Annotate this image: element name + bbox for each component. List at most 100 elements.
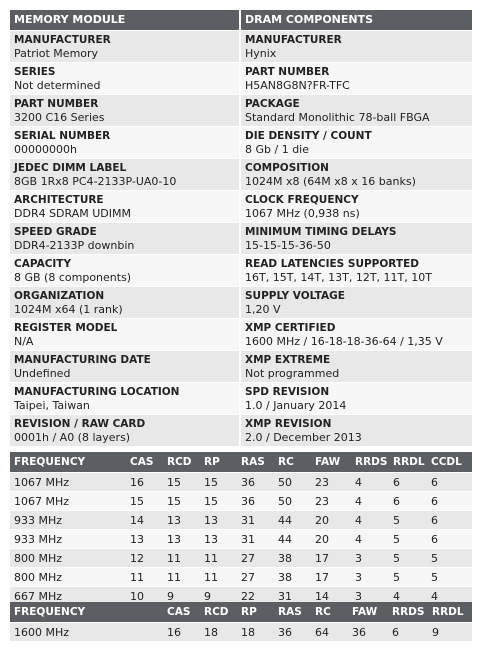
jedec-cell: 6 (427, 510, 472, 530)
jedec-column-header: CCDL (427, 452, 472, 473)
jedec-row: 667 MHz 10 9 9 22 31 14 3 4 4 (10, 586, 472, 605)
xmp-column-header: RP (237, 602, 274, 623)
jedec-row: 1067 MHz 15 15 15 36 50 23 4 6 6 (10, 491, 472, 511)
jedec-cell: 44 (274, 510, 311, 530)
jedec-cell: 5 (389, 529, 427, 549)
xmp-cell: 36 (274, 622, 311, 641)
module-field-label: MANUFACTURING DATE (14, 354, 151, 366)
info-row: PART NUMBER 3200 C16 Series PACKAGE Standar… (10, 94, 472, 126)
dram-components-header: DRAM COMPONENTS (241, 10, 472, 30)
jedec-cell: 3 (351, 567, 389, 587)
dram-cell: SPD REVISION 1.0 / January 2014 (241, 382, 472, 414)
info-row: ARCHITECTURE DDR4 SDRAM UDIMM CLOCK FREQUE… (10, 190, 472, 222)
jedec-cell: 5 (389, 548, 427, 568)
jedec-column-header: FREQUENCY (10, 452, 126, 473)
jedec-cell: 38 (274, 548, 311, 568)
dram-field-value: 1067 MHz (0,938 ns) (245, 207, 360, 220)
xmp-cell: 6 (388, 622, 428, 641)
dram-cell: XMP CERTIFIED 1600 MHz / 16-18-18-36-64 /… (241, 318, 472, 350)
dram-cell: SUPPLY VOLTAGE 1,20 V (241, 286, 472, 318)
dram-cell: DIE DENSITY / COUNT 8 Gb / 1 die (241, 126, 472, 158)
jedec-cell: 4 (427, 586, 472, 605)
jedec-cell: 4 (351, 491, 389, 511)
jedec-cell: 12 (126, 548, 163, 568)
jedec-cell: 5 (427, 548, 472, 568)
module-field-label: MANUFACTURING LOCATION (14, 386, 180, 398)
jedec-cell: 4 (351, 472, 389, 492)
module-cell: CAPACITY 8 GB (8 components) (10, 254, 239, 286)
module-cell: JEDEC DIMM LABEL 8GB 1Rx8 PC4-2133P-UA0-1… (10, 158, 239, 190)
jedec-column-header: CAS (126, 452, 163, 473)
module-field-label: REGISTER MODEL (14, 322, 118, 334)
jedec-cell: 11 (163, 567, 200, 587)
jedec-cell: 800 MHz (10, 548, 126, 568)
module-field-value: 3200 C16 Series (14, 111, 105, 124)
xmp-cell: 1600 MHz (10, 622, 163, 641)
info-row: MANUFACTURING DATE Undefined XMP EXTREME No… (10, 350, 472, 382)
info-row: SERIES Not determined PART NUMBER H5AN8G8N?… (10, 62, 472, 94)
dram-field-label: MINIMUM TIMING DELAYS (245, 226, 397, 238)
dram-cell: COMPOSITION 1024M x8 (64M x8 x 16 banks) (241, 158, 472, 190)
jedec-cell: 20 (311, 510, 351, 530)
info-header-row: MEMORY MODULE DRAM COMPONENTS (10, 10, 472, 30)
module-field-value: 1024M x64 (1 rank) (14, 303, 123, 316)
jedec-cell: 15 (126, 491, 163, 511)
jedec-cell: 6 (389, 491, 427, 511)
jedec-cell: 15 (163, 472, 200, 492)
xmp-column-header: FREQUENCY (10, 602, 163, 623)
jedec-row: 800 MHz 11 11 11 27 38 17 3 5 5 (10, 567, 472, 587)
dram-cell: XMP REVISION 2.0 / December 2013 (241, 414, 472, 446)
info-row: MANUFACTURER Patriot Memory MANUFACTURER Hy… (10, 30, 472, 62)
dram-field-value: 16T, 15T, 14T, 13T, 12T, 11T, 10T (245, 271, 432, 284)
dram-field-label: XMP REVISION (245, 418, 332, 430)
dram-cell: CLOCK FREQUENCY 1067 MHz (0,938 ns) (241, 190, 472, 222)
jedec-cell: 20 (311, 529, 351, 549)
dram-cell: READ LATENCIES SUPPORTED 16T, 15T, 14T, 1… (241, 254, 472, 286)
xmp-column-header: RC (311, 602, 348, 623)
dram-field-label: COMPOSITION (245, 162, 329, 174)
jedec-cell: 4 (389, 586, 427, 605)
module-cell: REVISION / RAW CARD 0001h / A0 (8 layers) (10, 414, 239, 446)
dram-cell: PART NUMBER H5AN8G8N?FR-TFC (241, 62, 472, 94)
module-field-value: N/A (14, 335, 34, 348)
jedec-cell: 4 (351, 510, 389, 530)
jedec-cell: 6 (427, 529, 472, 549)
module-field-value: Patriot Memory (14, 47, 99, 60)
jedec-cell: 933 MHz (10, 510, 126, 530)
module-field-label: PART NUMBER (14, 98, 99, 110)
jedec-row: 800 MHz 12 11 11 27 38 17 3 5 5 (10, 548, 472, 568)
dram-field-label: SPD REVISION (245, 386, 330, 398)
dram-field-value: Not programmed (245, 367, 340, 380)
dram-field-label: PART NUMBER (245, 66, 330, 78)
jedec-cell: 31 (274, 586, 311, 605)
jedec-cell: 31 (237, 529, 274, 549)
jedec-cell: 5 (427, 567, 472, 587)
jedec-cell: 3 (351, 548, 389, 568)
xmp-row: 1600 MHz 16 18 18 36 64 36 6 9 (10, 622, 472, 641)
jedec-cell: 15 (200, 472, 237, 492)
module-cell: SERIES Not determined (10, 62, 239, 94)
jedec-cell: 15 (163, 491, 200, 511)
module-info-grid: MEMORY MODULE DRAM COMPONENTS MANUFACTUR… (10, 10, 472, 446)
jedec-cell: 13 (126, 529, 163, 549)
module-field-label: ORGANIZATION (14, 290, 105, 302)
dram-cell: MINIMUM TIMING DELAYS 15-15-15-36-50 (241, 222, 472, 254)
jedec-column-header: RRDL (389, 452, 427, 473)
xmp-cell: 64 (311, 622, 348, 641)
module-field-value: 8 GB (8 components) (14, 271, 132, 284)
jedec-cell: 800 MHz (10, 567, 126, 587)
dram-field-label: XMP EXTREME (245, 354, 331, 366)
module-cell: REGISTER MODEL N/A (10, 318, 239, 350)
dram-field-value: Standard Monolithic 78-ball FBGA (245, 111, 430, 124)
jedec-cell: 17 (311, 567, 351, 587)
dram-field-label: SUPPLY VOLTAGE (245, 290, 345, 302)
jedec-column-header: RP (200, 452, 237, 473)
jedec-cell: 5 (389, 510, 427, 530)
xmp-header-row: FREQUENCY CAS RCD RP RAS RC FAW RRDS RRDL (10, 602, 472, 623)
jedec-column-header: FAW (311, 452, 351, 473)
jedec-cell: 22 (237, 586, 274, 605)
jedec-cell: 23 (311, 491, 351, 511)
module-field-value: 00000000h (14, 143, 77, 156)
module-cell: MANUFACTURER Patriot Memory (10, 30, 239, 62)
